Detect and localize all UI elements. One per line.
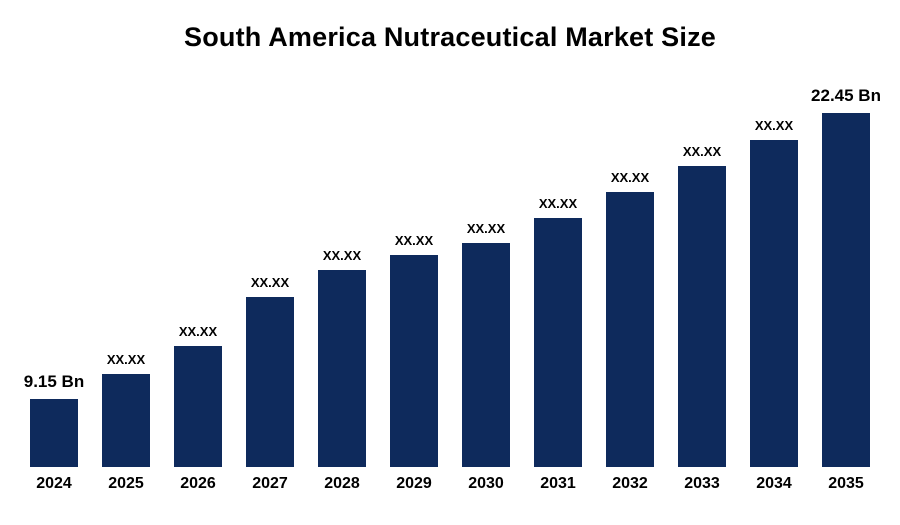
bar-column: XX.XX (454, 221, 518, 467)
x-axis-label: 2030 (468, 475, 504, 492)
x-axis-label: 2024 (36, 475, 72, 492)
bar-value-label: XX.XX (322, 247, 362, 263)
bar (534, 218, 582, 467)
bar-value-label: 22.45 Bn (811, 86, 881, 106)
x-axis-label: 2033 (684, 475, 720, 492)
bar-value-label: 9.15 Bn (23, 372, 85, 392)
x-axis-label: 2035 (828, 475, 864, 492)
x-axis-label: 2028 (324, 475, 360, 492)
bar-value-label: XX.XX (250, 275, 290, 291)
bar-column: XX.XX (382, 233, 446, 467)
chart-title: South America Nutraceutical Market Size (184, 22, 716, 52)
x-axis-label: 2026 (180, 475, 216, 492)
x-axis-label: 2027 (252, 475, 288, 492)
bar-column: 9.15 Bn (22, 372, 86, 467)
bar-value-label: XX.XX (538, 196, 578, 212)
bar-value-label: XX.XX (466, 220, 506, 236)
plot-area: 9.15 Bn XX.XX XX.XX XX.XX XX.XX XX.XX XX.XX XX.… (0, 67, 900, 467)
bar-value-label: XX.XX (682, 143, 722, 159)
bar-column: XX.XX (670, 144, 734, 467)
bar (102, 374, 150, 467)
bar-value-label: XX.XX (106, 352, 146, 368)
bar (822, 113, 870, 467)
bar (606, 192, 654, 467)
x-axis-label: 2034 (756, 475, 792, 492)
bar-column: XX.XX (238, 275, 302, 467)
bar (462, 242, 510, 467)
bar (390, 254, 438, 467)
bar-column: XX.XX (166, 324, 230, 467)
bar-column: XX.XX (526, 196, 590, 467)
bar-value-label: XX.XX (178, 323, 218, 339)
bar-column: XX.XX (598, 170, 662, 467)
bar (750, 139, 798, 467)
x-axis-label: 2029 (396, 475, 432, 492)
bar-column: XX.XX (310, 248, 374, 467)
bar (30, 399, 78, 467)
bar-column: XX.XX (94, 352, 158, 467)
bar-column: XX.XX (742, 118, 806, 467)
bar (246, 297, 294, 467)
x-axis-label: 2025 (108, 475, 144, 492)
bar-column: 22.45 Bn (811, 86, 881, 467)
bar-value-label: XX.XX (394, 232, 434, 248)
bar (318, 269, 366, 467)
x-axis-label: 2031 (540, 475, 576, 492)
bar-value-label: XX.XX (754, 117, 794, 133)
x-axis-label: 2032 (612, 475, 648, 492)
bar (174, 345, 222, 467)
x-axis: 2024 2025 2026 2027 2028 2029 2030 2031 2032 2033… (0, 467, 900, 493)
bar (678, 165, 726, 467)
bar-value-label: XX.XX (610, 170, 650, 186)
